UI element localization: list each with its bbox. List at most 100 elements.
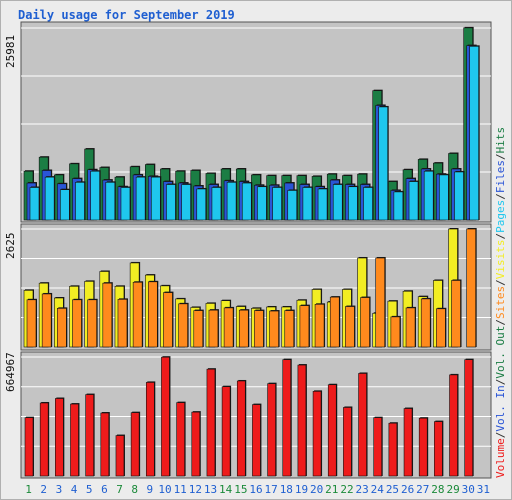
legend-separator: / (494, 432, 507, 439)
legend-separator: / (494, 233, 507, 240)
bar-pages-day-7 (120, 187, 131, 221)
bar-sites-day-16 (254, 310, 264, 348)
x-tick-day-29: 29 (446, 483, 459, 496)
bar-volume-day-2 (39, 402, 49, 477)
x-tick-day-31: 31 (477, 483, 490, 496)
bar-pages-day-26 (408, 181, 419, 221)
bar-volume-day-21 (327, 384, 337, 477)
x-tick-day-27: 27 (416, 483, 429, 496)
legend-entry-files: Files (494, 160, 507, 193)
bar-volume-day-14 (221, 386, 231, 477)
x-tick-day-11: 11 (174, 483, 187, 496)
ymax-label-bottom: 664967 (4, 352, 17, 392)
bar-pages-day-21 (332, 184, 343, 221)
bar-sites-day-25 (390, 316, 401, 348)
bar-sites-day-6 (102, 282, 113, 348)
legend-separator: / (494, 319, 507, 326)
bar-volume-day-1 (24, 417, 34, 477)
bar-sites-day-19 (299, 305, 310, 348)
bar-pages-day-22 (348, 186, 358, 221)
bar-volume-day-25 (388, 422, 398, 477)
x-tick-day-8: 8 (131, 483, 138, 496)
x-tick-day-21: 21 (325, 483, 338, 496)
bar-pages-day-4 (75, 182, 85, 221)
x-tick-day-20: 20 (310, 483, 323, 496)
x-tick-day-9: 9 (147, 483, 154, 496)
bar-volume-day-6 (100, 412, 110, 477)
x-tick-day-19: 19 (295, 483, 308, 496)
legend-separator: / (494, 379, 507, 386)
bar-volume-day-17 (267, 383, 276, 477)
bar-sites-day-30 (466, 228, 476, 348)
bar-volume-day-10 (161, 356, 170, 477)
legend-entry-vol-in: Vol. In (494, 385, 507, 431)
bar-volume-day-5 (85, 394, 94, 477)
bar-volume-day-4 (70, 403, 79, 477)
bar-volume-day-29 (449, 374, 458, 477)
bar-pages-day-1 (29, 187, 40, 221)
legend-vertical: Volume/Vol. In/Vol. Out/Sites/Visits/Pag… (494, 127, 507, 478)
bar-volume-day-28 (434, 421, 443, 477)
bar-pages-day-30 (469, 46, 479, 221)
x-tick-day-1: 1 (25, 483, 32, 496)
bar-sites-day-26 (405, 307, 416, 348)
bar-volume-day-15 (236, 380, 246, 477)
x-tick-day-6: 6 (101, 483, 108, 496)
x-tick-day-24: 24 (371, 483, 385, 496)
x-tick-day-12: 12 (189, 483, 202, 496)
bar-sites-day-10 (163, 292, 173, 348)
bar-pages-day-29 (454, 171, 464, 221)
bar-sites-day-24 (375, 257, 386, 348)
bar-sites-day-23 (360, 297, 370, 348)
bar-pages-day-2 (44, 176, 55, 221)
bar-sites-day-12 (193, 310, 204, 348)
bar-volume-day-12 (191, 411, 201, 477)
bar-pages-day-10 (166, 184, 176, 221)
legend-entry-hits: Hits (494, 127, 507, 154)
legend-entry-volume: Volume (494, 438, 507, 478)
legend-entry-sites: Sites (494, 286, 507, 319)
x-tick-day-25: 25 (386, 483, 399, 496)
bar-pages-day-23 (363, 187, 373, 221)
ymax-label-top: 25981 (4, 35, 17, 68)
legend-entry-visits: Visits (494, 240, 507, 280)
bar-sites-day-13 (208, 309, 219, 348)
x-tick-day-13: 13 (204, 483, 217, 496)
bar-volume-day-8 (130, 412, 140, 477)
bar-sites-day-9 (147, 281, 158, 348)
legend-separator: / (494, 193, 507, 200)
bar-pages-day-24 (378, 106, 389, 221)
legend-entry-pages: Pages (494, 200, 507, 233)
bar-volume-day-18 (282, 359, 292, 477)
bar-sites-day-29 (451, 280, 461, 348)
bar-sites-day-27 (420, 298, 431, 348)
bar-volume-day-13 (206, 368, 216, 477)
x-tick-day-3: 3 (56, 483, 63, 496)
bar-volume-day-23 (358, 373, 367, 477)
bar-pages-day-17 (272, 187, 282, 221)
bar-pages-day-14 (226, 182, 237, 221)
x-tick-day-17: 17 (265, 483, 278, 496)
bar-pages-day-3 (60, 189, 70, 221)
bar-sites-day-2 (41, 293, 52, 348)
x-tick-day-7: 7 (116, 483, 123, 496)
chart-title: Daily usage for September 2019 (18, 8, 235, 22)
bar-volume-day-16 (252, 404, 261, 477)
bar-volume-day-11 (176, 402, 185, 477)
x-tick-day-23: 23 (356, 483, 369, 496)
bar-pages-day-20 (317, 188, 328, 221)
legend-separator: / (494, 153, 507, 160)
x-tick-day-10: 10 (158, 483, 171, 496)
bar-sites-day-11 (178, 303, 188, 348)
bar-volume-day-3 (55, 398, 64, 477)
bar-pages-day-12 (196, 188, 207, 221)
bar-pages-day-25 (393, 191, 404, 221)
x-tick-day-5: 5 (86, 483, 93, 496)
bar-pages-day-15 (241, 182, 252, 221)
bar-sites-day-15 (238, 309, 249, 348)
bar-sites-day-22 (345, 306, 355, 348)
bar-pages-day-6 (105, 182, 116, 221)
bar-volume-day-27 (418, 417, 428, 477)
bar-sites-day-5 (87, 299, 97, 348)
